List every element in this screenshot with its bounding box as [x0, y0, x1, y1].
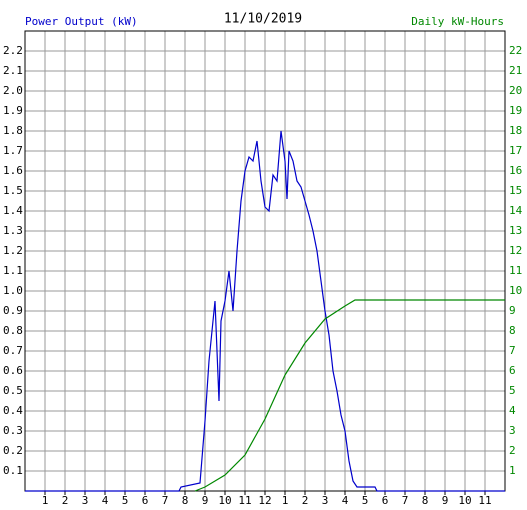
y-tick-label: 0.6: [3, 364, 23, 377]
y-tick-label: 0.8: [3, 324, 23, 337]
y2-tick-label: 20: [509, 84, 522, 97]
x-tick-label: 3: [322, 494, 329, 507]
y-tick-label: 0.7: [3, 344, 23, 357]
x-tick-label: 6: [382, 494, 389, 507]
y2-tick-label: 12: [509, 244, 522, 257]
y-tick-label: 2.0: [3, 84, 23, 97]
x-tick-label: 11: [478, 494, 491, 507]
y-tick-label: 1.0: [3, 284, 23, 297]
y-tick-label: 2.2: [3, 44, 23, 57]
y2-tick-label: 4: [509, 404, 516, 417]
x-tick-label: 12: [258, 494, 271, 507]
y-tick-label: 1.3: [3, 224, 23, 237]
y2-tick-label: 19: [509, 104, 522, 117]
data-line: [194, 299, 505, 492]
y2-axis-label: Daily kW-Hours: [411, 15, 504, 28]
y-tick-label: 1.8: [3, 124, 23, 137]
x-tick-label: 2: [62, 494, 69, 507]
plot-border: [24, 30, 506, 492]
y2-tick-label: 17: [509, 144, 522, 157]
x-tick-label: 1: [282, 494, 289, 507]
y-tick-label: 1.9: [3, 104, 23, 117]
y-tick-label: 0.9: [3, 304, 23, 317]
data-line: [25, 130, 505, 492]
x-tick-label: 7: [402, 494, 409, 507]
y2-tick-label: 11: [509, 264, 522, 277]
x-tick-label: 3: [82, 494, 89, 507]
y-tick-label: 0.5: [3, 384, 23, 397]
x-tick-label: 7: [162, 494, 169, 507]
x-tick-label: 4: [342, 494, 349, 507]
y-tick-label: 0.3: [3, 424, 23, 437]
x-tick-label: 5: [122, 494, 129, 507]
y2-tick-label: 9: [509, 304, 516, 317]
x-tick-label: 6: [142, 494, 149, 507]
y-tick-label: 1.2: [3, 244, 23, 257]
y-tick-label: 1.7: [3, 144, 23, 157]
y-tick-label: 0.1: [3, 464, 23, 477]
y2-tick-label: 5: [509, 384, 516, 397]
y2-tick-label: 13: [509, 224, 522, 237]
y-tick-label: 1.1: [3, 264, 23, 277]
x-tick-label: 2: [302, 494, 309, 507]
y-tick-label: 0.2: [3, 444, 23, 457]
x-tick-label: 9: [202, 494, 209, 507]
chart-title: 11/10/2019: [224, 12, 302, 27]
y2-tick-label: 16: [509, 164, 522, 177]
x-tick-label: 11: [238, 494, 251, 507]
y2-tick-label: 6: [509, 364, 516, 377]
y2-tick-label: 22: [509, 44, 522, 57]
y2-tick-label: 8: [509, 324, 516, 337]
y-tick-label: 1.5: [3, 184, 23, 197]
y-tick-label: 1.4: [3, 204, 23, 217]
y-tick-label: 0.4: [3, 404, 23, 417]
y2-tick-label: 2: [509, 444, 516, 457]
x-tick-label: 9: [442, 494, 449, 507]
x-tick-label: 1: [42, 494, 49, 507]
x-tick-label: 5: [362, 494, 369, 507]
y2-tick-label: 15: [509, 184, 522, 197]
y2-tick-label: 3: [509, 424, 516, 437]
x-tick-label: 4: [102, 494, 109, 507]
y-tick-label: 2.1: [3, 64, 23, 77]
y2-tick-label: 10: [509, 284, 522, 297]
x-tick-label: 8: [422, 494, 429, 507]
y2-tick-label: 14: [509, 204, 523, 217]
y2-tick-label: 21: [509, 64, 522, 77]
x-tick-label: 8: [182, 494, 189, 507]
y2-tick-label: 1: [509, 464, 516, 477]
y-axis-label: Power Output (kW): [25, 15, 138, 28]
y2-tick-label: 7: [509, 344, 516, 357]
x-tick-label: 10: [458, 494, 471, 507]
x-tick-label: 10: [218, 494, 231, 507]
y-tick-label: 1.6: [3, 164, 23, 177]
y2-tick-label: 18: [509, 124, 522, 137]
